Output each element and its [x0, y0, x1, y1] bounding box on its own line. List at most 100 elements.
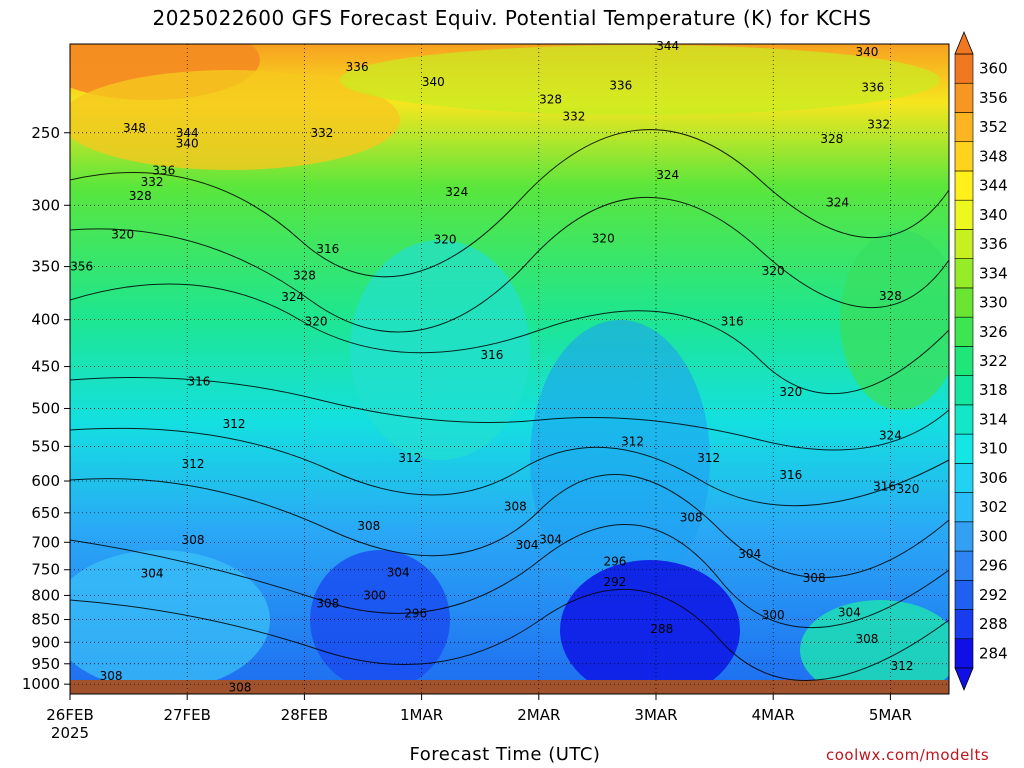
y-tick-label: 950	[31, 655, 60, 673]
x-tick-label: 2MAR	[517, 706, 560, 724]
colorbar-cell	[954, 258, 974, 289]
contour-label: 304	[141, 566, 164, 580]
colorbar-label: 348	[979, 147, 1008, 165]
colorbar-label: 356	[979, 89, 1008, 107]
colorbar-label: 310	[979, 440, 1008, 458]
colorbar-label: 314	[979, 411, 1008, 429]
contour-label: 304	[387, 565, 410, 579]
colorbar-max-arrow	[954, 30, 974, 55]
colorbar-cell	[954, 82, 974, 113]
contour-label: 304	[738, 547, 761, 561]
contour-label: 320	[592, 231, 615, 245]
colorbar-label: 360	[979, 60, 1008, 78]
contour-label: 316	[779, 468, 802, 482]
colorbar-label: 334	[979, 264, 1008, 282]
y-tick-label: 400	[31, 311, 60, 329]
contour-label: 296	[404, 606, 427, 620]
x-axis-label: Forecast Time (UTC)	[409, 744, 601, 765]
colorbar-cell	[954, 375, 974, 406]
contour-label: 320	[779, 385, 802, 399]
colorbar-label: 326	[979, 323, 1008, 341]
contour-label: 304	[539, 532, 562, 546]
x-tick-label: 5MAR	[869, 706, 912, 724]
colorbar-label: 336	[979, 235, 1008, 253]
y-tick-label: 1000	[22, 675, 60, 693]
contour-label: 324	[826, 196, 849, 210]
contour-label: 328	[820, 132, 843, 146]
colorbar-label: 344	[979, 177, 1008, 195]
x-tick-label: 26FEB	[46, 706, 93, 724]
contour-label: 304	[516, 538, 539, 552]
contour-label: 328	[129, 189, 152, 203]
contour-label: 336	[152, 164, 175, 178]
colorbar-cell	[954, 521, 974, 552]
colorbar: 360 356 352 348 344 340 336 334 330 326 322 318 314 3…	[954, 30, 1008, 692]
contour-label: 308	[856, 632, 879, 646]
colorbar-cell	[954, 229, 974, 259]
contour-label: 336	[861, 80, 884, 94]
contour-label: 332	[311, 126, 334, 140]
contour-label: 336	[609, 79, 632, 93]
contour-label: 316	[187, 374, 210, 388]
y-axis: 250 300 350 400 450 500 550 600 650 700 750 800 850 9…	[22, 124, 70, 693]
contour-label: 332	[563, 110, 586, 124]
contour-label: 340	[856, 45, 879, 59]
contour-label: 316	[316, 242, 339, 256]
colorbar-cell	[954, 404, 974, 435]
contour-label: 316	[480, 348, 503, 362]
contour-label: 324	[879, 428, 902, 442]
colorbar-cell	[954, 112, 974, 143]
colorbar-label: 288	[979, 615, 1008, 633]
contour-label: 300	[363, 588, 386, 602]
colorbar-label: 322	[979, 352, 1008, 370]
contour-label: 308	[680, 511, 703, 525]
y-tick-label: 900	[31, 633, 60, 651]
contour-label: 312	[398, 451, 421, 465]
contour-label: 348	[123, 121, 146, 135]
y-tick-label: 850	[31, 611, 60, 629]
contour-label: 296	[604, 555, 627, 569]
colorbar-cell	[954, 346, 974, 376]
contour-label: 312	[621, 434, 644, 448]
contour-label: 340	[176, 137, 199, 151]
colorbar-cell	[954, 53, 974, 84]
colorbar-cell	[954, 492, 974, 523]
contour-label: 328	[293, 269, 316, 283]
y-tick-label: 300	[31, 196, 60, 214]
y-tick-label: 750	[31, 561, 60, 579]
colorbar-cell	[954, 170, 974, 201]
contour-label: 288	[650, 622, 673, 636]
colorbar-label: 300	[979, 527, 1008, 545]
contour-label: 316	[873, 479, 896, 493]
colorbar-cell	[954, 579, 974, 610]
contour-label: 320	[762, 264, 785, 278]
contour-label: 312	[182, 457, 205, 471]
colorbar-cell	[954, 550, 974, 581]
colorbar-label: 352	[979, 118, 1008, 136]
plot-field	[70, 44, 949, 694]
y-tick-label: 600	[31, 472, 60, 490]
colorbar-label: 284	[979, 644, 1008, 662]
colorbar-cell	[954, 316, 974, 347]
contour-label: 312	[223, 417, 246, 431]
colorbar-cell	[954, 141, 974, 172]
credit-text: coolwx.com/modelts	[826, 746, 990, 764]
contour-label: 328	[879, 289, 902, 303]
contour-label: 304	[838, 605, 861, 619]
contour-label: 312	[697, 451, 720, 465]
contour-label: 328	[539, 93, 562, 107]
colorbar-cell	[954, 433, 974, 464]
chart-title: 2025022600 GFS Forecast Equiv. Potential…	[152, 6, 872, 30]
contour-label: 308	[803, 571, 826, 585]
colorbar-cell	[954, 638, 974, 669]
contour-label: 308	[228, 680, 251, 694]
x-year-label: 2025	[51, 724, 89, 742]
y-tick-label: 350	[31, 258, 60, 276]
y-tick-label: 650	[31, 504, 60, 522]
contour-label: 308	[504, 500, 527, 514]
colorbar-cell	[954, 287, 974, 318]
contour-label: 324	[281, 290, 304, 304]
y-tick-label: 800	[31, 586, 60, 604]
